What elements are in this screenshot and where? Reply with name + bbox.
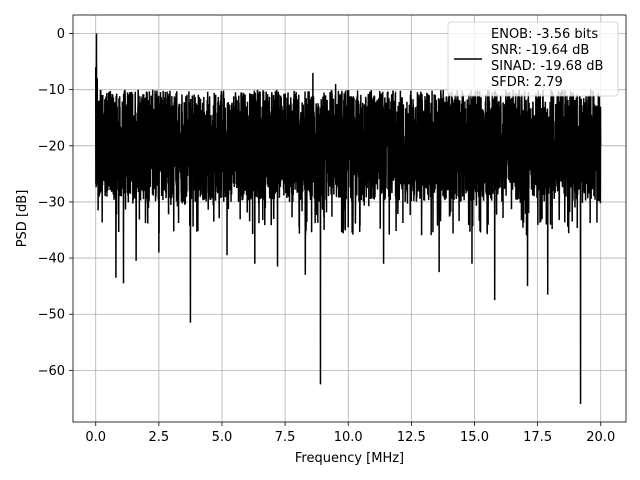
y-tick-label: 0 [57,27,65,42]
x-axis: 0.0 2.5 5.0 7.5 10.0 12.5 15.0 17.5 20.0 [85,422,615,445]
y-tick-label: −60 [38,364,65,379]
legend-entry-snr: SNR: -19.64 dB [491,43,589,58]
y-tick-label: −50 [38,308,65,323]
y-axis: 0 −10 −20 −30 −40 −50 −60 [38,27,73,379]
psd-series-line [94,33,602,405]
x-tick-label: 10.0 [334,430,363,445]
legend-entry-sinad: SINAD: -19.68 dB [491,59,603,74]
x-tick-label: 20.0 [586,430,615,445]
x-tick-label: 15.0 [460,430,489,445]
legend-entry-enob: ENOB: -3.56 bits [491,27,598,42]
x-tick-label: 0.0 [85,430,106,445]
x-tick-label: 7.5 [275,430,296,445]
y-tick-label: −40 [38,252,65,267]
legend-box [447,21,619,97]
y-tick-label: −10 [38,83,65,98]
x-tick-label: 17.5 [523,430,552,445]
x-tick-label: 5.0 [212,430,233,445]
x-axis-label: Frequency [MHz] [295,451,404,466]
legend-entry-sfdr: SFDR: 2.79 [491,75,563,90]
plot-frame [72,14,627,423]
x-tick-label: 12.5 [397,430,426,445]
y-tick-label: −20 [38,139,65,154]
plot-area [94,33,602,405]
legend: ENOB: -3.56 bits SNR: -19.64 dB SINAD: -… [447,21,619,97]
x-tick-label: 2.5 [149,430,170,445]
y-axis-label: PSD [dB] [15,190,30,248]
y-tick-label: −30 [38,195,65,210]
